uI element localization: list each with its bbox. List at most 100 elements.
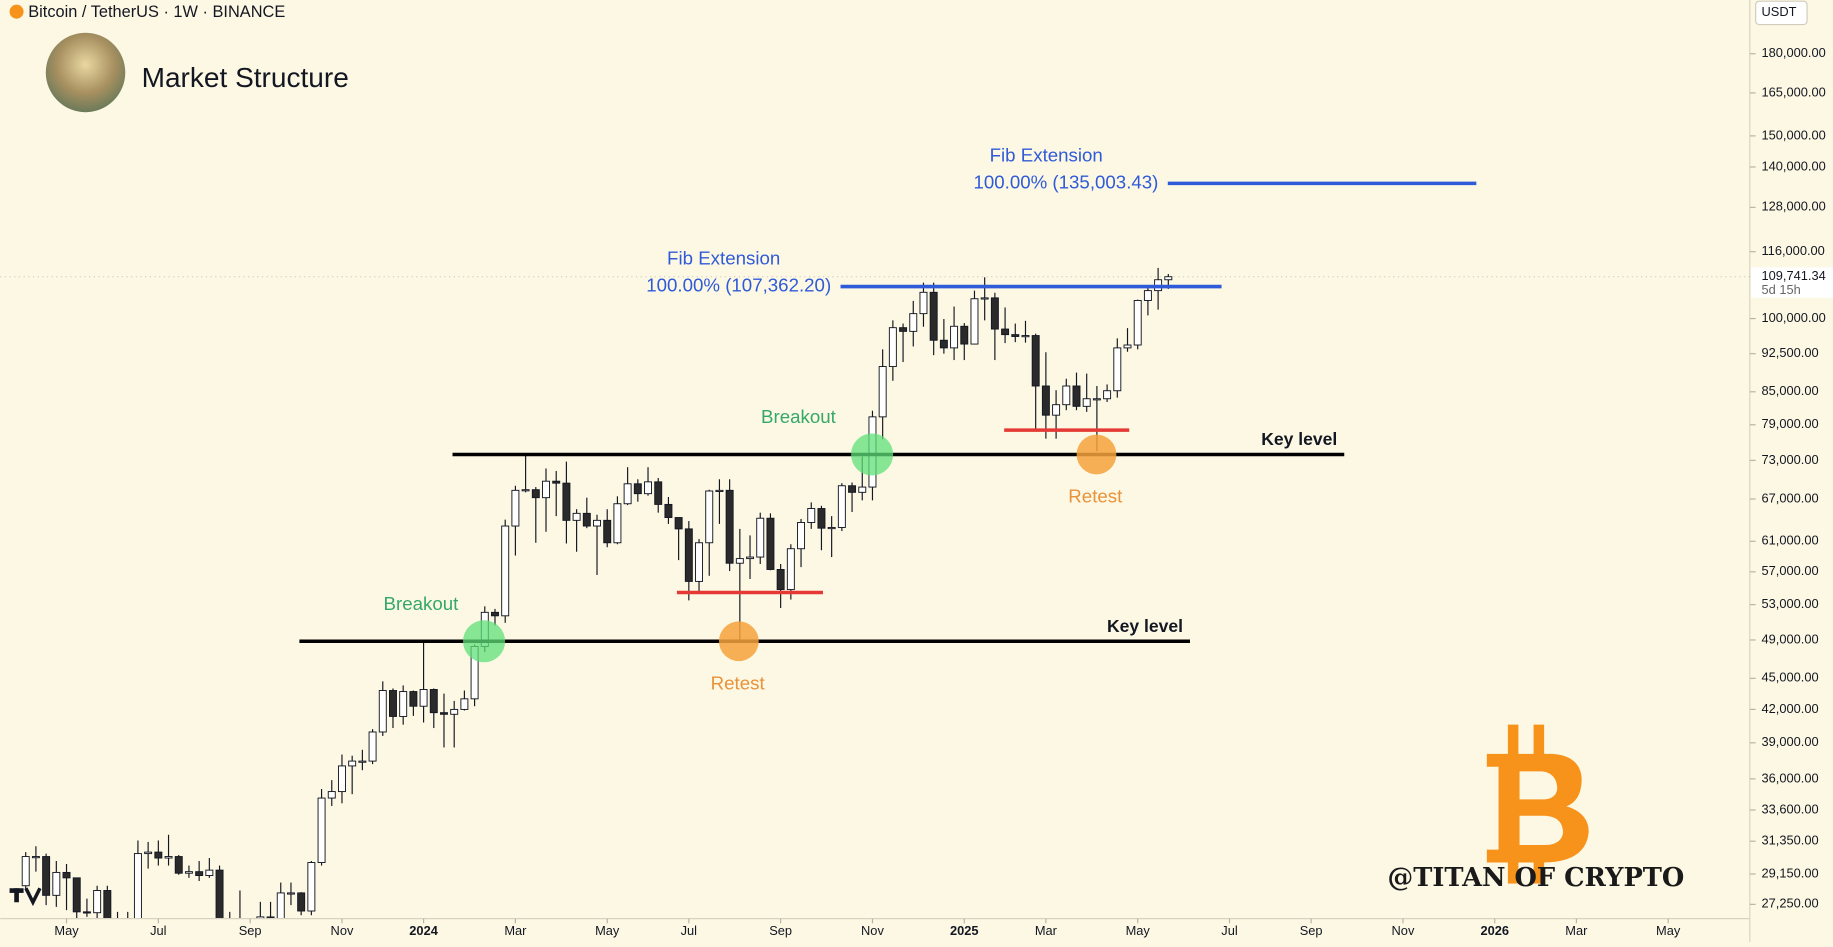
y-tick-label: 140,000.00 [1761, 158, 1825, 173]
last-price-label: 109,741.34 [1761, 268, 1825, 283]
candle-body [409, 691, 418, 707]
y-tick-label: 29,150.00 [1761, 865, 1818, 880]
candle-body [654, 481, 663, 505]
candle-body [450, 708, 459, 715]
candle-body [1082, 398, 1091, 407]
candle-body [1123, 344, 1132, 349]
y-tick-label: 100,000.00 [1761, 310, 1825, 325]
candle-body [286, 892, 295, 895]
candle-body [807, 508, 816, 523]
x-tick-label: Jul [1221, 923, 1237, 938]
candle-body [623, 483, 632, 505]
candle-body [62, 871, 71, 879]
retest-label: Retest [711, 672, 766, 693]
y-tick-label: 27,250.00 [1761, 896, 1818, 911]
y-tick-label: 92,500.00 [1761, 345, 1818, 360]
tv-logo [9, 887, 42, 907]
candle-body [317, 797, 326, 864]
x-tick-label: Mar [1565, 923, 1588, 938]
y-tick-label: 45,000.00 [1761, 670, 1818, 685]
candle-body [582, 512, 591, 527]
candle-body [817, 508, 826, 529]
fib-title: Fib Extension [667, 248, 780, 269]
y-tick-label: 33,600.00 [1761, 801, 1818, 816]
candle-body [633, 483, 642, 495]
x-tick-label: Mar [1035, 923, 1058, 938]
candle-body [72, 877, 81, 913]
candle-body [725, 489, 734, 564]
candle-body [1041, 385, 1050, 416]
candle-body [695, 542, 704, 582]
candle-body [970, 298, 979, 345]
y-tick-label: 165,000.00 [1761, 84, 1825, 99]
candle-body [542, 480, 550, 499]
candle-body [939, 339, 948, 349]
candle-body [93, 890, 102, 914]
avatar [45, 32, 126, 113]
x-tick-label: Sep [769, 923, 792, 938]
key-level-label: Key level [1261, 429, 1337, 449]
candle-body [837, 485, 846, 528]
candle-body [827, 526, 836, 530]
candle-body [82, 911, 91, 914]
candle-body [950, 325, 959, 349]
candle-body [1062, 385, 1071, 406]
currency: USDT [1761, 4, 1796, 19]
y-tick-label: 73,000.00 [1761, 452, 1818, 467]
retest-marker [718, 621, 759, 662]
candle-body [195, 871, 204, 876]
candle-body [378, 690, 387, 733]
candle-body [103, 890, 112, 919]
candle-body [511, 489, 520, 527]
y-tick-label: 53,000.00 [1761, 596, 1818, 611]
candle-body [848, 485, 857, 493]
chart-title: Market Structure [142, 62, 349, 93]
candle-body [552, 480, 561, 484]
fib-label: 100.00% (135,003.43) [973, 171, 1158, 192]
candle-body [164, 856, 173, 859]
candle-body [337, 765, 346, 793]
candle-body [266, 916, 275, 919]
candle-body [440, 712, 448, 715]
y-tick-label: 67,000.00 [1761, 490, 1818, 505]
candle-body [154, 851, 163, 859]
x-tick-label: May [54, 923, 79, 938]
candle-body [184, 871, 193, 874]
y-tick-label: 180,000.00 [1761, 45, 1825, 60]
countdown: 5d 15h [1761, 282, 1800, 297]
candle-body [174, 856, 183, 874]
candle-body [603, 519, 612, 544]
candle-body [419, 689, 428, 707]
y-tick-label: 31,350.00 [1761, 833, 1818, 848]
candle-body [899, 327, 908, 332]
y-tick-label: 36,000.00 [1761, 770, 1818, 785]
fib-label: 100.00% (107,362.20) [646, 274, 831, 295]
candle-body [327, 791, 336, 799]
candle-body [297, 892, 306, 912]
candle-body [460, 698, 469, 710]
candle-body [1133, 299, 1142, 346]
candle-body [429, 689, 438, 714]
last-price-box [1750, 267, 1833, 298]
candle-body [21, 856, 30, 887]
candle-body [521, 489, 530, 492]
candle-body [960, 325, 969, 345]
y-tick-label: 42,000.00 [1761, 701, 1818, 716]
x-tick-label: May [1126, 923, 1151, 938]
retest-marker [1076, 434, 1117, 475]
y-tick-label: 61,000.00 [1761, 533, 1818, 548]
candle-body [42, 856, 51, 896]
candle-body [613, 503, 622, 544]
symbol-icon [9, 4, 24, 19]
candle-body [776, 569, 785, 591]
candle-body [307, 862, 316, 912]
currency-box[interactable] [1755, 0, 1808, 26]
y-tick-label: 57,000.00 [1761, 563, 1818, 578]
key-level-label: Key level [1107, 616, 1183, 636]
candle-body [909, 313, 918, 332]
breakout-label: Breakout [384, 593, 460, 614]
y-tick-label: 85,000.00 [1761, 383, 1818, 398]
candle-body [276, 892, 285, 919]
x-tick-label: 2024 [409, 923, 438, 938]
